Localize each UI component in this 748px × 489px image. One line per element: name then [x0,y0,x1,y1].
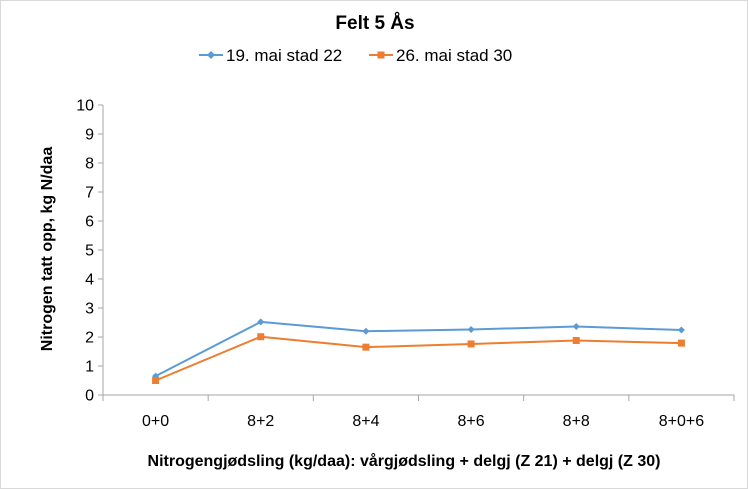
x-axis-label: Nitrogengjødsling (kg/daa): vårgjødsling… [148,452,661,470]
y-tick-label: 2 [85,330,94,347]
series-2 [152,333,685,384]
data-point [467,325,475,333]
y-tick-label: 5 [85,243,94,260]
data-point [362,327,370,335]
x-tick-label: 8+4 [352,413,379,430]
x-axis: 0+0 8+2 8+4 8+6 8+8 8+0+6 [102,394,735,430]
data-point [572,336,580,344]
y-tick-label: 9 [85,127,94,144]
legend: 19. mai stad 22 26. mai stad 30 [199,46,512,65]
data-point [677,326,685,334]
data-point [572,323,580,331]
y-tick-label: 8 [85,156,94,173]
data-point [257,333,265,341]
legend-label-series-1: 19. mai stad 22 [226,46,342,65]
plot-series [152,318,685,384]
y-axis-label: Nitrogen tatt opp, kg N/daa [39,147,56,352]
legend-item-series-1: 19. mai stad 22 [199,46,342,65]
legend-marker-series-1 [207,51,215,59]
data-point [677,339,685,347]
x-tick-label: 8+6 [458,413,485,430]
legend-marker-series-2 [377,51,385,59]
data-point [257,318,265,326]
data-point [362,343,370,351]
series-line [155,320,682,378]
legend-item-series-2: 26. mai stad 30 [369,46,512,65]
y-tick-label: 6 [85,214,94,231]
y-tick-label: 10 [76,98,94,115]
y-tick-label: 1 [85,359,94,376]
y-tick-label: 3 [85,301,94,318]
y-axis: 0 1 2 3 4 5 6 7 8 9 10 [76,98,104,405]
data-point [467,340,475,348]
data-point [152,377,160,384]
x-tick-label: 8+2 [247,413,274,430]
chart-title: Felt 5 Ås [335,13,414,34]
x-tick-label: 8+8 [563,413,590,430]
y-tick-label: 0 [85,388,94,405]
y-tick-label: 4 [85,272,94,289]
y-tick-label: 7 [85,185,94,202]
series-line [155,335,682,382]
legend-label-series-2: 26. mai stad 30 [396,46,512,65]
x-tick-label: 0+0 [142,413,169,430]
x-tick-label: 8+0+6 [659,413,704,430]
